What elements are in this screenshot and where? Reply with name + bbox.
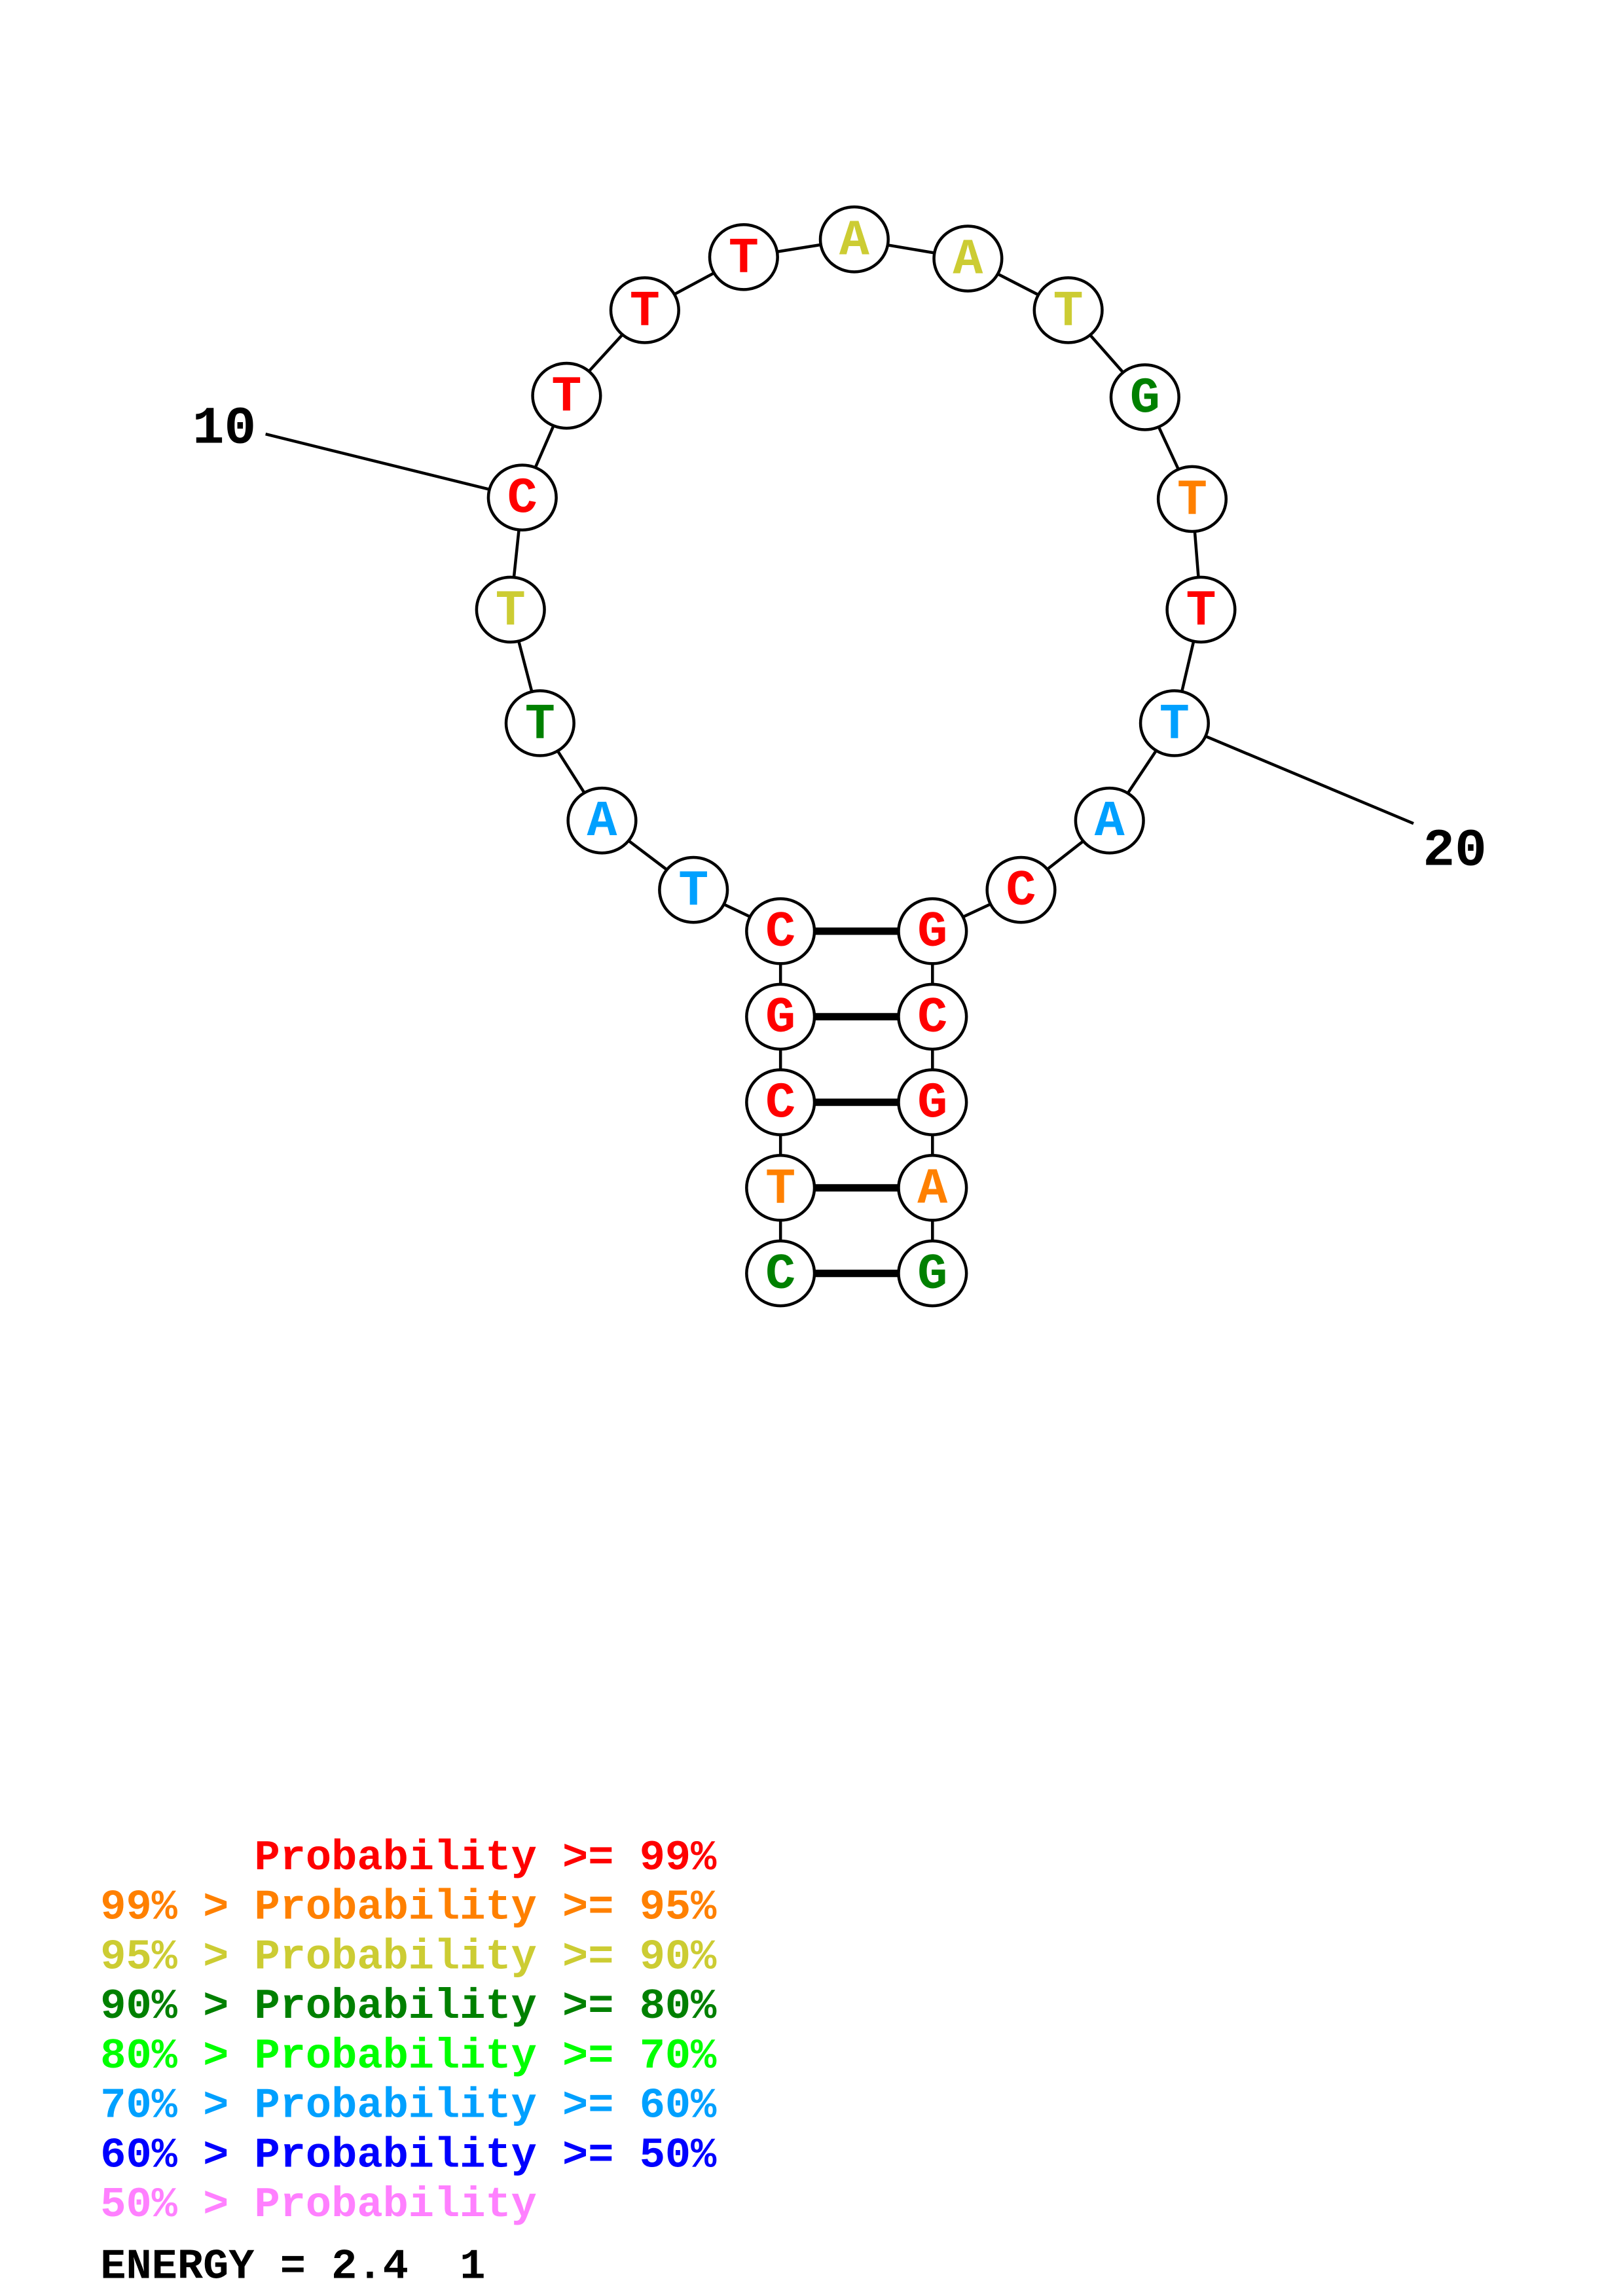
legend-entry: 50% > Probability [100,2181,537,2229]
nucleotide-letter: T [765,1161,795,1218]
nucleotide-circle [745,982,816,1051]
nucleotide-letter: T [729,230,759,287]
nucleotide-letter: A [587,794,617,851]
nucleotide-letter: T [525,696,555,753]
nucleotide-circle [818,205,890,274]
nucleotide: T [1139,689,1210,757]
nucleotide-circle [504,689,575,757]
nucleotide-letter: T [551,369,581,426]
nucleotide-circle [658,855,729,924]
nucleotide-circle [475,575,546,644]
nucleotide: C [745,1239,816,1308]
nucleotide: G [897,1068,968,1136]
nucleotide: T [1032,276,1104,344]
nucleotide: C [985,855,1057,924]
nucleotide-letter: G [1130,370,1160,427]
nucleotide: A [1074,786,1145,855]
nucleotide-letter: C [1006,863,1036,920]
nucleotide-letter: C [507,471,538,528]
nucleotide-circle [486,463,558,531]
nucleotide-letter: A [953,232,983,289]
energy-label: ENERGY = 2.4 1 [100,2242,485,2291]
nucleotide-letter: G [917,1076,947,1133]
nucleotide-letter: T [496,583,526,640]
nucleotide: A [932,224,1004,293]
nucleotide: C [745,897,816,965]
nucleotide-circle [566,786,638,855]
position-labels: 10 20 [192,399,1487,882]
nucleotide: G [897,897,968,965]
nucleotide-circle [531,361,602,430]
nucleotide: C [897,982,968,1051]
nucleotide-circle [1032,276,1104,344]
position-label-line [1174,721,1414,825]
nucleotide-letter: G [917,1247,947,1304]
nucleotide-letter: A [1095,794,1125,851]
nucleotide-circle [897,982,968,1051]
nucleotide-circle [985,855,1057,924]
nucleotide: T [504,689,575,757]
nucleotide: A [818,205,890,274]
nucleotide-letter: G [765,990,795,1047]
nucleotide-circle [745,1154,816,1222]
nucleotide-circle [609,276,680,344]
position-label: 20 [1423,821,1486,881]
nucleotide: G [897,1239,968,1308]
nucleotide-letter: C [765,1076,795,1133]
legend-entry: 80% > Probability >= 70% [100,2032,717,2081]
nucleotide-circle [897,1154,968,1222]
nucleotide: G [745,982,816,1051]
nucleotide: T [531,361,602,430]
nucleotide-letter: C [765,905,795,961]
nucleotide-letter: C [765,1247,795,1304]
nucleotide-circle [708,223,779,291]
nucleotide-circle [745,1239,816,1308]
nucleotide: T [1165,575,1237,644]
nucleotide: A [897,1154,968,1222]
nucleotide: A [566,786,638,855]
legend-entry: 70% > Probability >= 60% [100,2082,717,2130]
nucleotide: C [745,1068,816,1136]
nucleotide: G [1109,363,1180,431]
position-label: 10 [192,399,256,459]
legend-entry: 95% > Probability >= 90% [100,1933,717,1981]
nucleotide-letter: C [917,990,947,1047]
nucleotide-letter: A [917,1161,947,1218]
nucleotide-circle [932,224,1004,293]
nucleotide-letter: T [678,863,708,920]
legend-entry: 99% > Probability >= 95% [100,1884,717,1932]
nucleotide-circle [1139,689,1210,757]
nucleotide-circle [897,1068,968,1136]
nucleotide-letter: G [917,905,947,961]
legend-entry: Probability >= 99% [100,1834,717,1882]
nucleotide: T [475,575,546,644]
backbone [509,238,1203,1274]
nucleotide: T [1156,465,1228,533]
legend-entry: 90% > Probability >= 80% [100,1982,717,2031]
probability-legend: Probability >= 99%99% > Probability >= 9… [100,1834,717,2229]
nucleotide-letter: T [1177,473,1207,529]
nucleotide-circle [1074,786,1145,855]
nucleotide-circle [897,1239,968,1308]
nucleotide-circle [745,1068,816,1136]
nucleotide-circle [1165,575,1237,644]
nucleotide: T [658,855,729,924]
nucleotide-letter: A [839,213,869,270]
position-label-line [265,433,523,499]
nucleotide: T [745,1154,816,1222]
nucleotide-letter: T [1159,696,1190,753]
nucleotide-letter: T [1053,283,1084,340]
nucleotide-circle [897,897,968,965]
nucleotide-circle [1156,465,1228,533]
nucleotide-letter: T [1186,583,1216,640]
nucleotide-letter: T [630,283,660,340]
nucleotide: T [609,276,680,344]
legend-entry: 60% > Probability >= 50% [100,2131,717,2179]
nucleotide-circle [1109,363,1180,431]
nucleotide: C [486,463,558,531]
nucleotide: T [708,223,779,291]
nucleotide-circle [745,897,816,965]
